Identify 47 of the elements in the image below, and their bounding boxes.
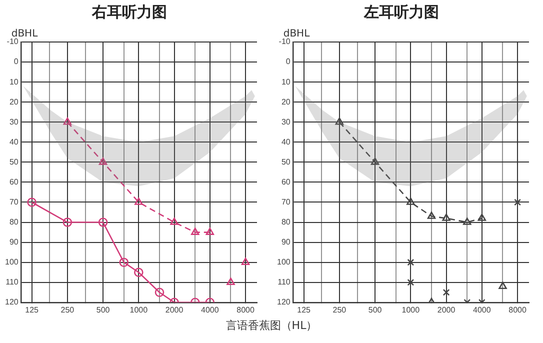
- y-tick-label: 110: [6, 278, 19, 287]
- y-axis-title: dBHL: [11, 28, 38, 40]
- y-tick-label: 90: [9, 238, 19, 247]
- y-tick-label: 70: [9, 197, 19, 206]
- y-tick-label: 60: [281, 177, 291, 186]
- y-tick-label: 40: [9, 137, 19, 146]
- y-tick-label: -10: [6, 37, 19, 46]
- y-tick-label: -10: [278, 37, 291, 46]
- x-tick-label: 250: [60, 305, 75, 314]
- x-tick-label: 125: [297, 305, 312, 314]
- x-tick-label: 500: [368, 305, 382, 314]
- x-tick-label: 2000: [437, 305, 456, 314]
- y-tick-label: 0: [286, 57, 291, 66]
- y-tick-label: 120: [276, 298, 291, 307]
- x-tick-label: 500: [96, 305, 110, 314]
- y-tick-label: 60: [9, 177, 19, 186]
- y-tick-label: 120: [4, 298, 19, 307]
- y-tick-label: 50: [9, 157, 19, 166]
- y-tick-label: 30: [281, 117, 291, 126]
- y-tick-label: 80: [9, 217, 19, 226]
- y-tick-label: 90: [281, 238, 291, 247]
- y-tick-label: 20: [9, 97, 19, 106]
- x-tick-label: 125: [25, 305, 40, 314]
- x-tick-label: 2000: [165, 305, 184, 314]
- y-tick-label: 40: [281, 137, 291, 146]
- y-tick-label: 50: [281, 157, 291, 166]
- x-axis-title: 言语香蕉图（HL）: [224, 318, 318, 333]
- x-tick-label: 250: [332, 305, 347, 314]
- x-tick-label: 4000: [473, 305, 492, 314]
- y-tick-label: 10: [9, 77, 19, 86]
- y-axis-title: dBHL: [283, 28, 310, 40]
- x-tick-label: 8000: [236, 305, 255, 314]
- x-tick-label: 1000: [402, 305, 420, 314]
- chart-title: 左耳听力图: [363, 2, 439, 21]
- x-tick-label: 4000: [201, 305, 220, 314]
- y-tick-label: 0: [14, 57, 19, 66]
- x-tick-label: 8000: [508, 305, 527, 314]
- x-tick-label: 1000: [130, 305, 148, 314]
- chart-title: 右耳听力图: [91, 2, 167, 21]
- y-tick-label: 20: [281, 97, 291, 106]
- y-tick-label: 10: [281, 77, 291, 86]
- y-tick-label: 100: [276, 258, 291, 267]
- y-tick-label: 80: [281, 217, 291, 226]
- y-tick-label: 110: [278, 278, 291, 287]
- y-tick-label: 100: [4, 258, 19, 267]
- y-tick-label: 70: [281, 197, 291, 206]
- y-tick-label: 30: [9, 117, 19, 126]
